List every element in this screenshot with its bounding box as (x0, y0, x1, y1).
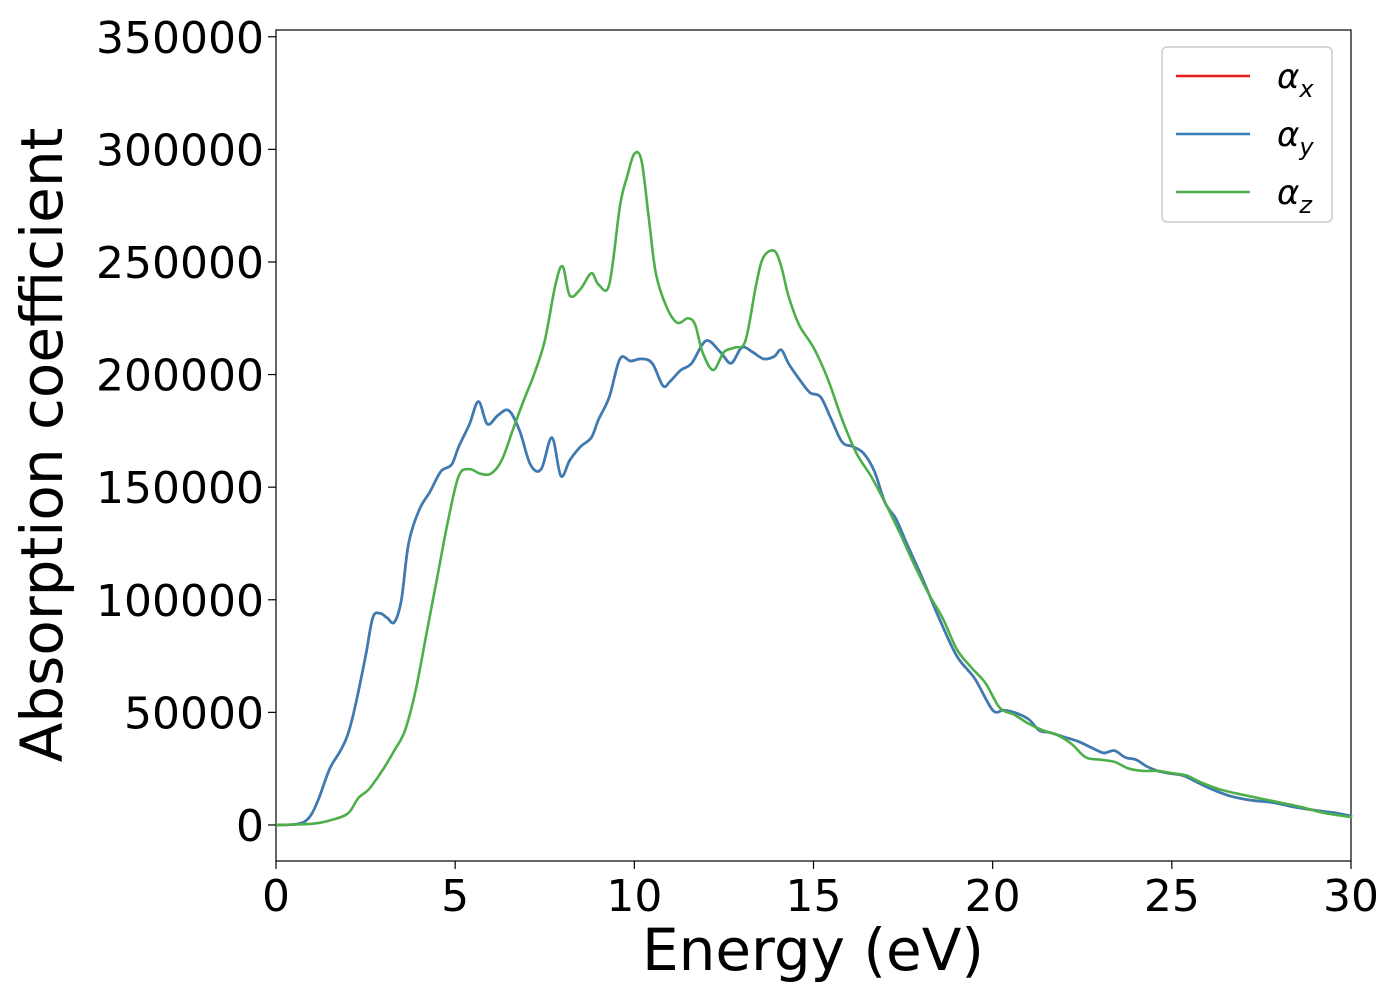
x-tick-label: 15 (786, 871, 842, 922)
y-tick-label: 200000 (96, 351, 264, 402)
series-line-z (274, 150, 1353, 827)
y-tick-label: 100000 (96, 576, 264, 627)
legend-subscript-x: x (1298, 75, 1314, 103)
y-axis-title: Absorption coefficient (8, 128, 76, 763)
series-layer (274, 150, 1353, 827)
x-tick-label: 30 (1323, 871, 1379, 922)
x-axis: 0 5 10 15 20 25 30 (262, 861, 1379, 922)
x-tick-label: 0 (262, 871, 290, 922)
legend-subscript-y: y (1298, 133, 1314, 161)
x-tick-label: 20 (965, 871, 1021, 922)
y-tick-label: 350000 (96, 13, 264, 64)
y-tick-label: 0 (236, 801, 264, 852)
x-axis-title: Energy (eV) (642, 916, 984, 984)
legend-subscript-z: z (1298, 191, 1313, 219)
x-tick-label: 5 (441, 871, 469, 922)
x-tick-label: 25 (1144, 871, 1200, 922)
y-tick-label: 50000 (124, 688, 264, 739)
y-tick-label: 150000 (96, 463, 264, 514)
legend-label-y: αy (1277, 115, 1314, 161)
x-tick-label: 10 (606, 871, 662, 922)
series-line-y (274, 339, 1353, 827)
y-tick-label: 300000 (96, 125, 264, 176)
y-axis: 0 50000 100000 150000 200000 250000 300000 3500… (96, 13, 276, 852)
y-tick-label: 250000 (96, 238, 264, 289)
